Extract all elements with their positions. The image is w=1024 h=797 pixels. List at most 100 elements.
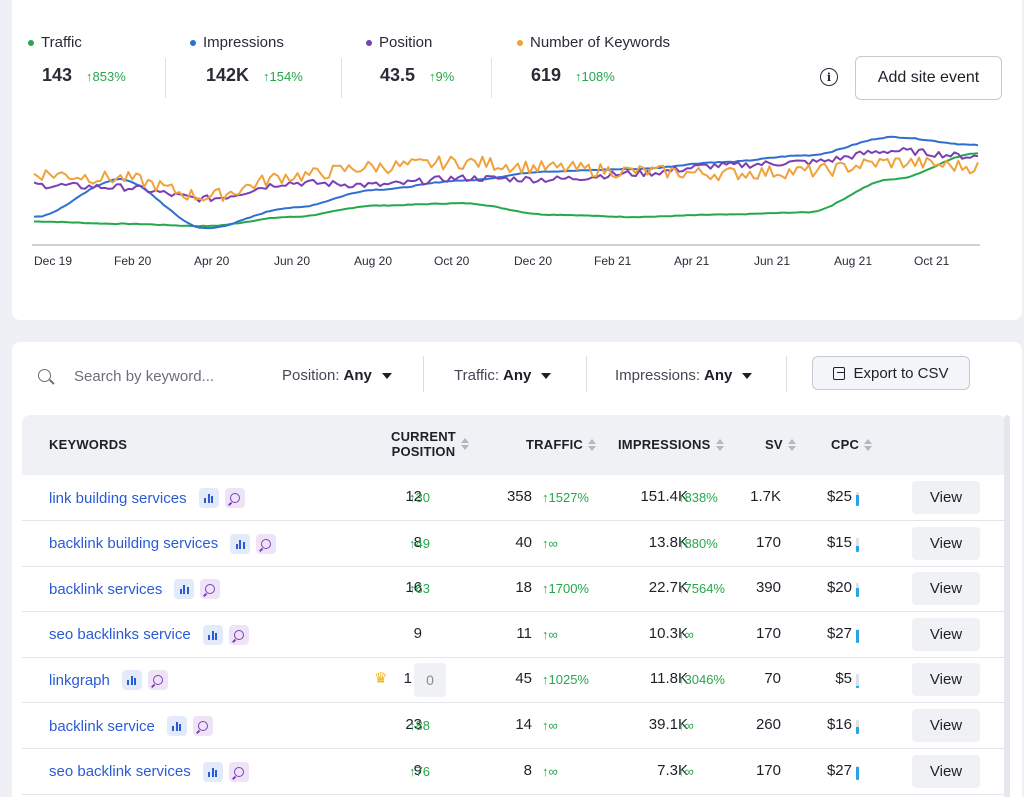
series-line-traffic [34, 152, 979, 228]
position-change: ↑76 [409, 763, 430, 779]
caret-down-icon [742, 372, 753, 379]
impressions-change: ↑∞ [678, 718, 694, 733]
magnifier-icon[interactable] [228, 761, 249, 782]
x-tick-label: Oct 21 [914, 254, 950, 268]
bar-chart-icon[interactable] [202, 624, 223, 645]
keyword-link[interactable]: backlink services [49, 579, 221, 600]
metric-position[interactable]: Position 43.5 ↑9% [366, 34, 454, 98]
traffic-value: 40 [515, 533, 532, 551]
x-tick-label: Dec 19 [34, 254, 72, 268]
filter-value: Any [704, 367, 733, 384]
magnifier-icon[interactable] [228, 624, 249, 645]
bar-chart-icon[interactable] [121, 670, 142, 691]
metric-label: Position [379, 34, 433, 51]
keyword-link[interactable]: link building services [49, 488, 245, 508]
current-position: 9 [413, 761, 422, 779]
current-position: 1 [403, 670, 412, 688]
keyword-link[interactable]: seo backlinks service [49, 624, 249, 645]
metric-value: 43.5 [380, 65, 416, 85]
filter-value: Any [343, 367, 372, 384]
view-button[interactable]: View [912, 481, 980, 514]
metric-change: ↑154% [263, 69, 303, 84]
impressions-change: ↑∞ [678, 763, 694, 779]
impressions-value: 7.3K [657, 761, 688, 779]
current-position: 12 [405, 488, 422, 505]
column-cpc[interactable]: CPC [831, 437, 873, 452]
filter-value: Any [503, 367, 532, 384]
current-position: 23 [405, 716, 422, 733]
magnifier-icon[interactable] [147, 670, 168, 691]
magnifier-icon[interactable] [224, 488, 245, 508]
traffic-value: 8 [523, 761, 532, 779]
performance-chart: Dec 19 Feb 20 Apr 20 Jun 20 Aug 20 Oct 20 Dec … [32, 135, 980, 268]
metric-label: Number of Keywords [530, 34, 671, 51]
metric-traffic[interactable]: Traffic 143 ↑853% [28, 34, 126, 98]
magnifier-icon[interactable] [256, 533, 277, 554]
column-impressions[interactable]: IMPRESSIONS [618, 437, 724, 452]
keyword-link[interactable]: backlink service [49, 716, 213, 736]
series-layer [33, 135, 979, 230]
metric-value: 142K [206, 65, 250, 85]
keyword-search-input[interactable] [74, 364, 254, 388]
column-traffic[interactable]: TRAFFIC [526, 437, 596, 452]
export-csv-button[interactable]: Export to CSV [812, 356, 970, 390]
x-tick-label: Apr 21 [674, 254, 710, 268]
search-volume: 170 [755, 624, 781, 642]
x-tick-label: Apr 20 [194, 254, 230, 268]
table-scrollbar[interactable] [1004, 415, 1010, 797]
bar-chart-icon[interactable] [166, 716, 187, 736]
search-volume: 260 [755, 716, 781, 733]
magnifier-icon[interactable] [192, 716, 213, 736]
impressions-change: ↑∞ [678, 626, 694, 642]
view-button[interactable]: View [912, 709, 980, 742]
x-tick-label: Dec 20 [514, 254, 552, 268]
bar-chart-icon[interactable] [230, 533, 251, 554]
magnifier-icon[interactable] [200, 579, 221, 600]
keyword-text: seo backlinks service [49, 626, 191, 644]
column-keywords[interactable]: KEYWORDS [49, 437, 128, 452]
view-button[interactable]: View [912, 754, 980, 788]
traffic-filter[interactable]: Traffic: Any [454, 367, 552, 384]
current-position: 8 [413, 533, 422, 551]
position-filter[interactable]: Position: Any [282, 367, 392, 384]
impressions-change: ↑3046% [678, 672, 725, 688]
x-tick-label: Feb 20 [114, 254, 152, 268]
impressions-value: 11.8K [649, 670, 688, 688]
keyword-link[interactable]: linkgraph [49, 670, 168, 691]
metric-keywords[interactable]: Number of Keywords 619 ↑108% [517, 34, 670, 98]
info-icon[interactable]: i [820, 68, 838, 86]
keyword-link[interactable]: backlink building services [49, 533, 277, 554]
keyword-link[interactable]: seo backlink services [49, 761, 249, 782]
impressions-filter[interactable]: Impressions: Any [615, 367, 753, 384]
caret-down-icon [381, 372, 392, 379]
add-site-event-button[interactable]: Add site event [855, 56, 1002, 100]
bar-chart-icon[interactable] [202, 761, 223, 782]
cpc-value: $15 [826, 533, 852, 551]
x-tick-label: Jun 21 [754, 254, 790, 268]
table-row: backlink building services 8 ↑49 40 ↑∞ 13.8K ↑… [22, 521, 1006, 567]
traffic-value: 358 [506, 488, 532, 505]
sort-icon [715, 438, 724, 451]
x-tick-label: Oct 20 [434, 254, 470, 268]
current-position: 16 [405, 579, 422, 597]
cpc-level-bar [856, 537, 859, 552]
impressions-value: 151.4K [640, 488, 688, 505]
bar-chart-icon[interactable] [174, 579, 195, 600]
caret-down-icon [541, 372, 552, 379]
metric-label: Impressions [203, 34, 284, 51]
previous-position: 0 [414, 663, 446, 698]
column-current-position[interactable]: CURRENT POSITION [391, 429, 469, 459]
metric-impressions[interactable]: Impressions 142K ↑154% [190, 34, 303, 98]
view-button[interactable]: View [912, 526, 980, 560]
view-button[interactable]: View [912, 572, 980, 606]
series-line-impressions [33, 135, 979, 230]
table-row: backlink services 16 ↑63 18 ↑1700% 22.7K ↑7564… [22, 566, 1006, 613]
metric-change: ↑108% [575, 69, 615, 84]
view-button[interactable]: View [912, 617, 980, 651]
table-row: backlink service 23 ↑88 14 ↑∞ 39.1K ↑∞ 260 $16 Vi… [22, 703, 1006, 749]
cpc-level-bar [856, 720, 859, 734]
view-button[interactable]: View [912, 663, 980, 697]
x-tick-label: Aug 21 [834, 254, 872, 268]
column-sv[interactable]: SV [765, 437, 796, 452]
bar-chart-icon[interactable] [198, 488, 219, 508]
